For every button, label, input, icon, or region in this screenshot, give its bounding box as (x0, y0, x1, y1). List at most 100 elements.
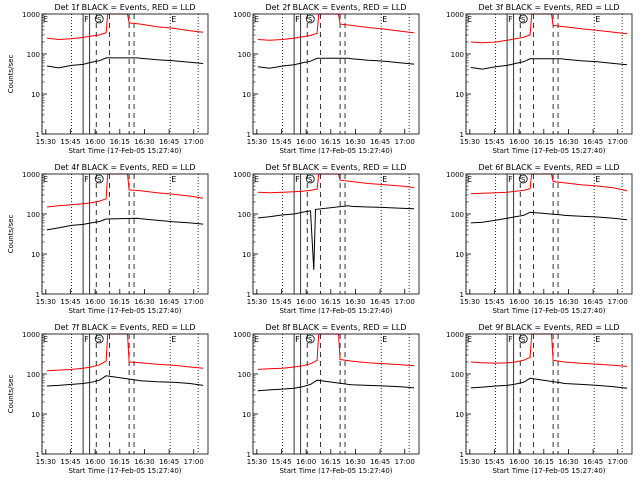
series-line-lld (470, 173, 628, 195)
y-tick-label: 10 (242, 251, 251, 259)
x-tick-label: 16:15 (110, 138, 130, 146)
marker-label: E (254, 15, 259, 24)
series-line-events (257, 57, 415, 69)
marker-circle (94, 14, 104, 24)
y-tick-label: 10 (31, 411, 40, 419)
y-tick-label: 1 (36, 291, 40, 299)
plot-frame (465, 333, 633, 455)
x-tick-label: 16:30 (134, 458, 154, 466)
marker-label: E (43, 15, 48, 24)
x-tick-label: 15:30 (36, 298, 56, 306)
x-tick-label: 16:30 (345, 298, 365, 306)
x-tick-label: 16:15 (321, 138, 341, 146)
panel-9: Det 9f BLACK = Events, RED = LLD E F S E 1 10 1… (446, 323, 633, 475)
y-tick-label: 10 (31, 91, 40, 99)
y-tick-label: 100 (451, 211, 464, 219)
x-tick-label: 16:30 (558, 138, 578, 146)
x-tick-label: 16:45 (583, 298, 603, 306)
marker-label: E (595, 15, 600, 24)
marker-label: E (254, 335, 259, 344)
x-tick-label: 17:00 (395, 138, 415, 146)
marker-label: S (308, 336, 313, 344)
y-tick-label: 1 (247, 131, 251, 139)
y-tick-label: 100 (27, 211, 40, 219)
plot-frame (252, 173, 420, 295)
x-tick-label: 15:30 (36, 138, 56, 146)
x-tick-label: 16:45 (370, 298, 390, 306)
series-line-events (470, 377, 628, 389)
x-tick-label: 16:00 (296, 138, 316, 146)
series-line-events (257, 205, 415, 270)
series-line-events (257, 379, 415, 392)
y-tick-label: 1000 (233, 331, 251, 339)
marker-label: E (171, 15, 176, 24)
marker-label: F (295, 335, 300, 344)
x-tick-label: 17:00 (184, 458, 204, 466)
y-tick-label: 1 (460, 451, 464, 459)
y-tick-label: 100 (238, 211, 251, 219)
panel-title: Det 6f BLACK = Events, RED = LLD (478, 163, 619, 172)
y-tick-label: 100 (27, 371, 40, 379)
x-tick-label: 16:45 (370, 138, 390, 146)
x-tick-label: 15:45 (271, 138, 291, 146)
x-axis-label: Start Time (17-Feb-05 15:27:40) (492, 467, 605, 475)
marker-label: S (97, 16, 102, 24)
x-axis-label: Start Time (17-Feb-05 15:27:40) (492, 147, 605, 155)
marker-circle (305, 334, 315, 344)
marker-label: E (467, 335, 472, 344)
marker-label: S (521, 176, 526, 184)
x-tick-label: 17:00 (608, 458, 628, 466)
marker-label: F (508, 15, 513, 24)
plot-frame (252, 13, 420, 135)
y-tick-label: 10 (455, 251, 464, 259)
series-line-lld (46, 13, 204, 41)
x-tick-label: 16:15 (534, 458, 554, 466)
x-tick-label: 16:45 (159, 458, 179, 466)
series-line-lld (46, 173, 204, 208)
panel-2: Det 2f BLACK = Events, RED = LLD E F S E 1 10 1… (233, 3, 420, 155)
marker-label: E (467, 175, 472, 184)
marker-label: E (43, 335, 48, 344)
x-tick-label: 16:15 (110, 458, 130, 466)
x-tick-label: 16:00 (296, 458, 316, 466)
y-tick-label: 10 (31, 251, 40, 259)
y-tick-label: 100 (238, 371, 251, 379)
y-tick-label: 10 (242, 411, 251, 419)
marker-label: E (254, 175, 259, 184)
marker-label: E (382, 15, 387, 24)
y-tick-label: 100 (27, 51, 40, 59)
series-line-events (46, 217, 204, 231)
y-tick-label: 1 (460, 131, 464, 139)
y-axis-label: Counts/sec (7, 375, 15, 414)
panel-title: Det 8f BLACK = Events, RED = LLD (265, 323, 406, 332)
x-tick-label: 16:15 (534, 298, 554, 306)
marker-circle (518, 14, 528, 24)
x-tick-label: 16:30 (134, 138, 154, 146)
x-tick-label: 16:45 (159, 298, 179, 306)
y-tick-label: 100 (451, 371, 464, 379)
marker-label: S (521, 336, 526, 344)
y-tick-label: 10 (455, 91, 464, 99)
panel-8: Det 8f BLACK = Events, RED = LLD E F S E 1 10 1… (233, 323, 420, 475)
x-tick-label: 17:00 (608, 298, 628, 306)
y-tick-label: 100 (451, 51, 464, 59)
marker-label: F (508, 335, 513, 344)
panel-4: Det 4f BLACK = Events, RED = LLD E F S E 1 10 1… (7, 163, 209, 315)
marker-label: S (97, 336, 102, 344)
series-line-events (46, 375, 204, 387)
marker-circle (305, 174, 315, 184)
x-tick-label: 15:30 (460, 138, 480, 146)
series-line-events (46, 57, 204, 69)
y-tick-label: 1000 (446, 11, 464, 19)
x-tick-label: 16:45 (583, 458, 603, 466)
marker-circle (518, 334, 528, 344)
plot-frame (41, 13, 209, 135)
y-tick-label: 1000 (22, 11, 40, 19)
y-axis-label: Counts/sec (7, 215, 15, 254)
series-line-lld (470, 13, 628, 44)
x-tick-label: 15:45 (60, 458, 80, 466)
x-axis-label: Start Time (17-Feb-05 15:27:40) (68, 147, 181, 155)
y-tick-label: 1000 (233, 11, 251, 19)
panel-7: Det 7f BLACK = Events, RED = LLD E F S E 1 10 1… (7, 323, 209, 475)
